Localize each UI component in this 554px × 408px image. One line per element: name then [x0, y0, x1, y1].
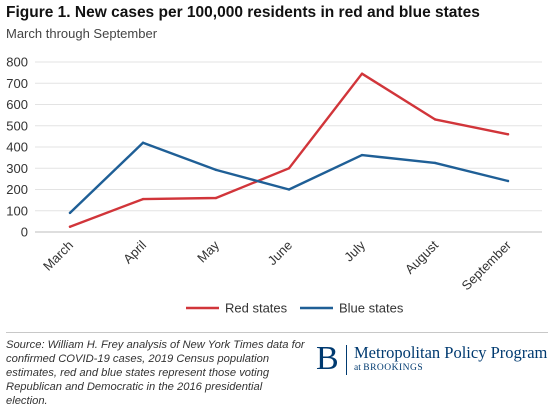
chart-subtitle: March through September	[6, 26, 158, 41]
x-tick-label: May	[194, 237, 222, 265]
y-tick-label: 400	[6, 140, 28, 155]
x-tick-label: September	[459, 237, 515, 293]
source-note: Source: William H. Frey analysis of New …	[6, 338, 306, 408]
legend-label: Blue states	[339, 301, 404, 316]
data-point	[141, 197, 145, 201]
program-name: Metropolitan Policy Program	[354, 343, 548, 362]
x-tick-label: June	[265, 238, 296, 269]
brookings-logo-mark: B	[316, 340, 339, 377]
data-point	[360, 153, 364, 157]
data-point	[433, 118, 437, 121]
legend: Red states Blue states	[186, 301, 404, 316]
data-point	[68, 211, 72, 215]
x-tick-label: March	[40, 238, 76, 274]
series-lines	[68, 72, 510, 228]
x-tick-label: August	[402, 237, 441, 276]
y-tick-label: 800	[6, 55, 28, 70]
y-tick-label: 700	[6, 76, 28, 91]
source-prefix: Source:	[6, 339, 48, 351]
data-point	[506, 179, 510, 183]
program-affiliation: at BROOKINGS	[354, 363, 423, 373]
y-tick-label: 300	[6, 161, 28, 176]
data-point	[287, 167, 291, 170]
data-point	[141, 141, 145, 144]
y-tick-label: 200	[6, 182, 28, 197]
gridlines	[35, 61, 542, 233]
data-point	[360, 72, 364, 75]
data-point	[214, 168, 218, 172]
data-point	[287, 188, 291, 191]
y-tick-label: 100	[6, 203, 28, 218]
footer-divider	[6, 332, 548, 333]
x-axis: March April May June July August September	[40, 237, 515, 293]
chart-title: Figure 1. New cases per 100,000 resident…	[6, 4, 480, 21]
legend-label: Red states	[225, 301, 288, 316]
data-point	[68, 225, 72, 228]
source-text: William H. Frey analysis of New York Tim…	[6, 339, 305, 407]
affiliation-prefix: at	[354, 363, 364, 373]
y-tick-label: 0	[21, 225, 28, 240]
affiliation-org: BROOKINGS	[363, 363, 424, 373]
line-chart: 0 100 200 300 400 500 600 700 800 March April May J…	[6, 55, 542, 316]
y-axis: 0 100 200 300 400 500 600 700 800	[6, 55, 28, 240]
data-point	[214, 196, 218, 200]
y-tick-label: 500	[6, 118, 28, 133]
brand-separator	[346, 345, 347, 375]
y-tick-label: 600	[6, 97, 28, 112]
x-tick-label: July	[341, 237, 368, 264]
data-point	[433, 161, 437, 165]
data-point	[506, 133, 510, 136]
x-tick-label: April	[120, 237, 149, 266]
